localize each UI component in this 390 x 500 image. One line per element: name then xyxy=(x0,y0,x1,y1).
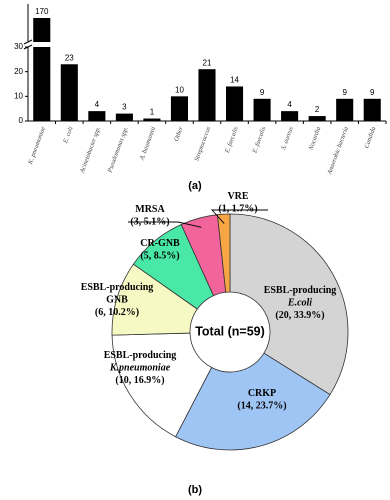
x-tick-label: K. pneumoniae xyxy=(27,126,47,166)
x-tick-label: Anaerobic bacteria xyxy=(326,126,350,176)
bar-upper xyxy=(33,18,51,42)
value-label: 4 xyxy=(287,100,292,109)
bar xyxy=(308,116,326,121)
bar xyxy=(115,113,133,121)
slice-label: CR-GNB xyxy=(140,238,180,249)
bar xyxy=(88,111,106,121)
x-tick-label: E. coli xyxy=(62,126,75,145)
axis-break xyxy=(23,39,33,45)
y-tick-label: 30 xyxy=(14,42,23,51)
x-tick-label: Pseudomonas spp. xyxy=(106,125,130,174)
bar xyxy=(170,96,188,121)
slice-label: MRSA xyxy=(135,204,165,215)
bar-lower xyxy=(33,47,51,121)
bar xyxy=(363,98,381,121)
slice-label: ESBL-producing xyxy=(104,350,177,361)
leader-line xyxy=(128,221,202,228)
slice-value-label: (5, 8.5%) xyxy=(140,251,179,262)
x-tick-label: A. baumannii xyxy=(138,126,157,162)
bar xyxy=(143,118,161,121)
value-label: 170 xyxy=(35,7,49,16)
bar xyxy=(198,69,216,121)
slice-value-label: (20, 33.9%) xyxy=(275,310,324,321)
x-tick-label: Nocardia xyxy=(307,126,322,152)
bar xyxy=(336,98,354,121)
bar xyxy=(253,98,271,121)
value-label: 9 xyxy=(260,88,265,97)
center-label: Total (n=59) xyxy=(195,324,265,338)
value-label: 4 xyxy=(95,100,100,109)
value-label: 9 xyxy=(342,88,347,97)
donut-slice xyxy=(217,213,231,293)
slice-value-label: (6, 10.2%) xyxy=(95,307,139,318)
x-tick-label: Streptococcus xyxy=(193,125,212,162)
panel-label: (a) xyxy=(188,180,202,192)
x-tick-label: E. faecalis xyxy=(224,125,240,155)
slice-label: K.pneumoniae xyxy=(109,362,171,373)
value-label: 14 xyxy=(230,76,239,85)
value-label: 2 xyxy=(315,105,320,114)
y-tick-label: 0 xyxy=(19,116,24,125)
x-tick-label: E. faecalis xyxy=(251,125,267,155)
bar xyxy=(226,86,244,121)
slice-label: CRKP xyxy=(248,388,276,399)
slice-value-label: (1, 1.7%) xyxy=(218,204,257,215)
value-label: 1 xyxy=(150,108,155,117)
value-label: 9 xyxy=(370,88,375,97)
slice-label: E.coli xyxy=(287,297,312,308)
value-label: 3 xyxy=(122,103,127,112)
slice-value-label: (10, 16.9%) xyxy=(115,375,164,386)
x-tick-label: Acinetobacter spp. xyxy=(79,125,103,174)
slice-label: ESBL-producing xyxy=(81,282,154,293)
y-tick-label: 10 xyxy=(14,91,23,100)
value-label: 10 xyxy=(175,85,184,94)
slice-label: GNB xyxy=(106,294,128,305)
y-tick-label: 20 xyxy=(14,67,23,76)
slice-value-label: (14, 23.7%) xyxy=(237,401,286,412)
donut-slice xyxy=(229,213,349,396)
slice-label: VRE xyxy=(227,191,248,202)
donut-slice xyxy=(111,332,213,438)
value-label: 23 xyxy=(65,53,74,62)
bar xyxy=(281,111,299,121)
x-tick-label: Candida xyxy=(363,126,377,149)
value-label: 21 xyxy=(203,58,212,67)
leader-line xyxy=(210,209,268,224)
bar xyxy=(60,64,78,121)
slice-label: ESBL-producing xyxy=(264,285,337,296)
donut-slice xyxy=(175,352,331,451)
x-tick-label: Other xyxy=(173,125,185,142)
x-tick-label: S. aureus xyxy=(280,125,295,150)
panel-label: (b) xyxy=(188,484,202,496)
